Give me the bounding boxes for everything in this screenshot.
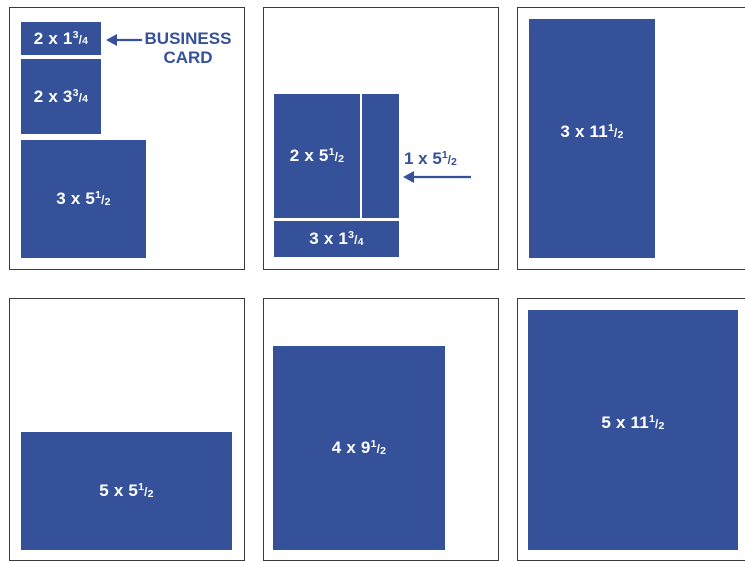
ad-block-5x11-1-2: 5 x 111/2 [528,310,738,550]
business-card-callout: BUSINESS CARD [144,29,232,67]
ad-block-1x5-1-2 [362,94,399,218]
ad-size-label: 4 x 91/2 [331,438,387,457]
ad-size-label: 3 x 13/4 [309,229,364,248]
ad-size-label: 5 x 111/2 [601,413,665,432]
ad-size-label: 5 x 51/2 [99,481,154,500]
ad-block-5x5-1-2: 5 x 51/2 [21,432,232,550]
ad-size-callout-1x5-1-2: 1 x 51/2 [404,149,457,168]
ad-size-label: 2 x 13/4 [33,28,89,48]
arrow-left-icon [106,34,142,46]
ad-block-3x11-1-2: 3 x 111/2 [529,19,655,258]
ad-block-2x1-3-4: 2 x 13/4 [21,22,101,55]
ad-block-3x1-3-4: 3 x 13/4 [274,221,399,257]
ad-size-label: 3 x 51/2 [56,189,111,208]
ad-size-label: 2 x 33/4 [33,86,89,106]
ad-block-2x5-1-2: 2 x 51/2 [274,94,360,218]
ad-block-2x3-3-4: 2 x 33/4 [21,59,101,134]
arrow-left-icon [403,171,471,183]
ad-size-label: 2 x 51/2 [289,146,345,165]
ad-block-3x5-1-2: 3 x 51/2 [21,140,146,258]
ad-block-4x9-1-2: 4 x 91/2 [273,346,445,550]
ad-size-label: 3 x 111/2 [560,122,624,141]
